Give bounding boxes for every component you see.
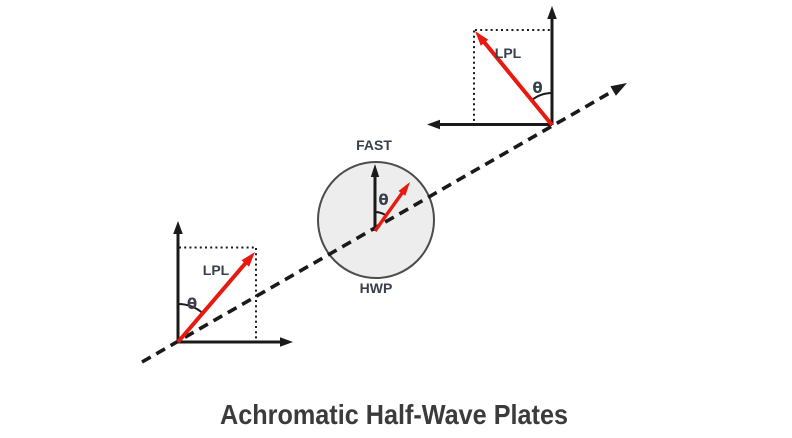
output-polarization-axes: θ LPL <box>427 6 557 130</box>
output-horizontal-axis-arrowhead-icon <box>427 119 440 130</box>
half-wave-plate: θ FAST HWP <box>356 137 410 296</box>
input-vertical-axis-arrowhead-icon <box>173 221 183 234</box>
input-lpl-label: LPL <box>203 262 230 278</box>
output-theta-label: θ <box>532 79 542 97</box>
hwp-lpl-vector <box>373 190 405 232</box>
input-horizontal-axis-arrowhead-icon <box>280 337 293 347</box>
output-vertical-axis-arrowhead-icon <box>547 6 557 19</box>
fast-axis-arrowhead-icon <box>370 164 380 177</box>
input-theta-label: θ <box>187 295 197 313</box>
hwp-label: HWP <box>360 280 393 296</box>
input-polarization-axes: θ LPL <box>173 221 293 347</box>
input-lpl-vector <box>176 260 249 344</box>
input-lpl-arrowhead-icon <box>241 252 255 267</box>
hwp-theta-label: θ <box>378 191 388 209</box>
output-lpl-arrowhead-icon <box>475 31 489 46</box>
fast-label: FAST <box>356 137 392 153</box>
diagram-title: Achromatic Half-Wave Plates <box>220 399 568 430</box>
output-lpl-vector <box>481 39 554 127</box>
output-lpl-label: LPL <box>495 45 522 61</box>
propagation-arrowhead-icon <box>610 83 627 96</box>
hwp-lpl-arrowhead-icon <box>398 182 410 196</box>
